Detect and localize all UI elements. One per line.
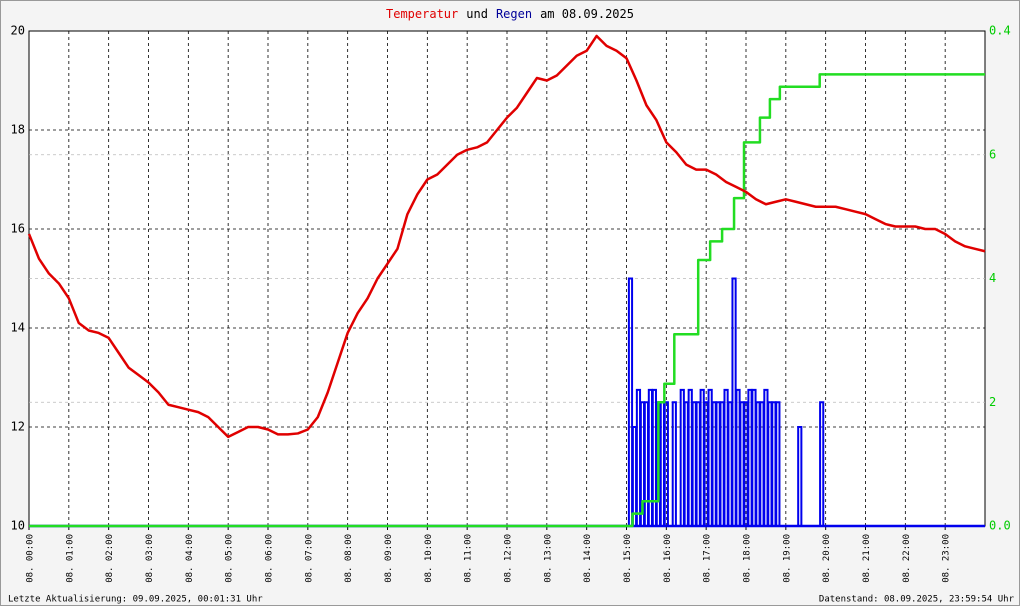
y2-tick-label: 0.4	[989, 24, 1011, 38]
bar	[671, 401, 677, 527]
y2-tick-label: 2	[989, 395, 996, 409]
x-tick-label: 08. 01:00	[65, 534, 75, 583]
x-tick-label: 08. 06:00	[265, 534, 275, 583]
cumulative-line	[29, 73, 985, 528]
x-tick-label: 08. 20:00	[822, 534, 832, 583]
x-tick-label: 08. 13:00	[543, 534, 553, 583]
y2-tick-label: 4	[989, 271, 996, 285]
footer-right: Datenstand: 08.09.2025, 23:59:54 Uhr	[819, 595, 1015, 605]
x-tick-label: 08. 04:00	[185, 534, 195, 583]
x-tick-label: 08. 14:00	[583, 534, 593, 583]
bar	[775, 401, 781, 527]
x-tick-label: 08. 05:00	[225, 534, 235, 583]
x-tick-label: 08. 18:00	[743, 534, 753, 583]
y-tick-label: 16	[11, 222, 25, 236]
y-tick-label: 20	[11, 24, 25, 38]
x-tick-label: 08. 00:00	[26, 534, 36, 583]
x-tick-label: 08. 08:00	[344, 534, 354, 583]
bar	[819, 401, 825, 527]
x-tick-label: 08. 15:00	[623, 534, 633, 583]
x-tick-label: 08. 10:00	[424, 534, 434, 583]
title-part: Regen	[496, 7, 532, 21]
x-tick-label: 08. 16:00	[663, 534, 673, 583]
x-tick-label: 08. 11:00	[464, 534, 474, 583]
y2-tick-label: 0.0	[989, 519, 1011, 533]
x-tick-label: 08. 03:00	[145, 534, 155, 583]
y-tick-label: 18	[11, 123, 25, 137]
bar	[663, 401, 669, 527]
y-tick-label: 10	[11, 519, 25, 533]
x-tick-label: 08. 17:00	[703, 534, 713, 583]
y-tick-label: 14	[11, 321, 25, 335]
temperature-line	[27, 34, 986, 439]
x-tick-label: 08. 22:00	[902, 534, 912, 583]
bar	[797, 426, 803, 527]
x-tick-label: 08. 23:00	[942, 534, 952, 583]
x-tick-label: 08. 07:00	[304, 534, 314, 583]
y-tick-label: 12	[11, 420, 25, 434]
x-tick-label: 08. 21:00	[862, 534, 872, 583]
x-tick-label: 08. 02:00	[105, 534, 115, 583]
title-part: und	[466, 7, 488, 21]
x-tick-label: 08. 19:00	[782, 534, 792, 583]
x-tick-label: 08. 12:00	[504, 534, 514, 583]
x-tick-label: 08. 09:00	[384, 534, 394, 583]
chart-title: Temperatur und Regen am 08.09.2025	[386, 7, 634, 21]
y2-tick-label: 6	[989, 147, 996, 161]
title-part: am 08.09.2025	[540, 7, 634, 21]
footer-left: Letzte Aktualisierung: 09.09.2025, 00:01…	[8, 595, 263, 605]
title-part: Temperatur	[386, 7, 458, 21]
